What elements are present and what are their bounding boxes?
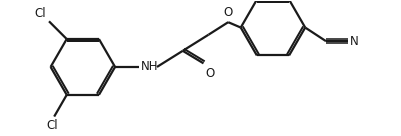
- Text: N: N: [349, 35, 357, 48]
- Text: O: O: [223, 6, 232, 19]
- Text: Cl: Cl: [34, 7, 46, 20]
- Text: NH: NH: [140, 60, 158, 73]
- Text: Cl: Cl: [47, 119, 58, 132]
- Text: O: O: [205, 67, 214, 80]
